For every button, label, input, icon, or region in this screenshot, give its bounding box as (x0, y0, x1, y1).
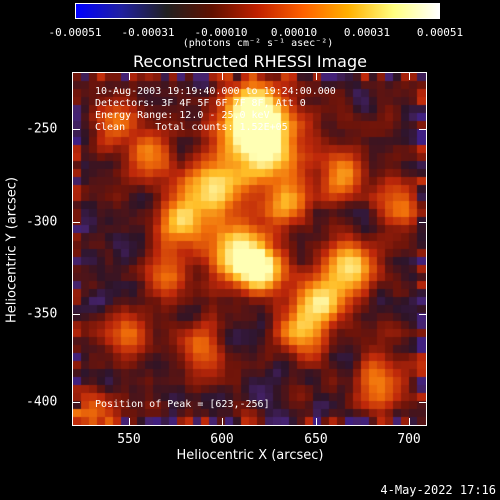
tick-mark (419, 314, 427, 315)
tick-mark (72, 402, 80, 403)
y-tick-label: -250 (26, 121, 58, 137)
info-clean-counts: Clean Total counts: 1.52E+05 (95, 122, 288, 133)
tick-mark (72, 222, 80, 223)
heatmap-image (73, 73, 426, 425)
colorbar-tick-label: 0.00010 (270, 26, 318, 39)
tick-mark (222, 72, 223, 80)
tick-mark (316, 72, 317, 80)
info-time-range: 10-Aug-2003 19:19:40.000 to 19:24:00.000 (95, 86, 336, 97)
tick-mark (72, 129, 80, 130)
info-energy-range: Energy Range: 12.0 - 25.0 keV (95, 110, 270, 121)
footer-date: 4-May-2022 17:16 (380, 483, 496, 497)
colorbar-tick-label: -0.00031 (121, 26, 175, 39)
colorbar-units: (photons cm⁻² s⁻¹ asec⁻²) (182, 38, 334, 49)
colorbar-tick-label: -0.00051 (48, 26, 102, 39)
chart-title: Reconstructed RHESSI Image (133, 52, 367, 71)
colorbar-tick-label: 0.00051 (416, 26, 464, 39)
colorbar-tick-label: -0.00010 (194, 26, 248, 39)
tick-mark (129, 418, 130, 426)
tick-mark (72, 314, 80, 315)
x-tick-label: 550 (117, 432, 141, 447)
x-tick-label: 700 (397, 432, 421, 447)
x-tick-label: 650 (304, 432, 328, 447)
tick-mark (419, 129, 427, 130)
tick-mark (409, 418, 410, 426)
info-peak-position: Position of Peak = [623,-256] (95, 399, 270, 410)
tick-mark (222, 418, 223, 426)
y-tick-label: -350 (26, 306, 58, 322)
tick-mark (129, 72, 130, 80)
y-axis-label: Heliocentric Y (arcsec) (4, 177, 20, 323)
x-tick-label: 600 (210, 432, 234, 447)
x-axis-label: Heliocentric X (arcsec) (176, 448, 324, 463)
plot-area: 10-Aug-2003 19:19:40.000 to 19:24:00.000… (72, 72, 427, 426)
info-detectors: Detectors: 3F 4F 5F 6F 7F 8F, Att 0 (95, 98, 306, 109)
tick-mark (419, 222, 427, 223)
y-tick-label: -300 (26, 214, 58, 230)
tick-mark (409, 72, 410, 80)
colorbar-tick-label: 0.00031 (343, 26, 391, 39)
tick-mark (316, 418, 317, 426)
tick-mark (419, 402, 427, 403)
y-tick-label: -400 (26, 394, 58, 410)
colorbar (75, 3, 440, 19)
